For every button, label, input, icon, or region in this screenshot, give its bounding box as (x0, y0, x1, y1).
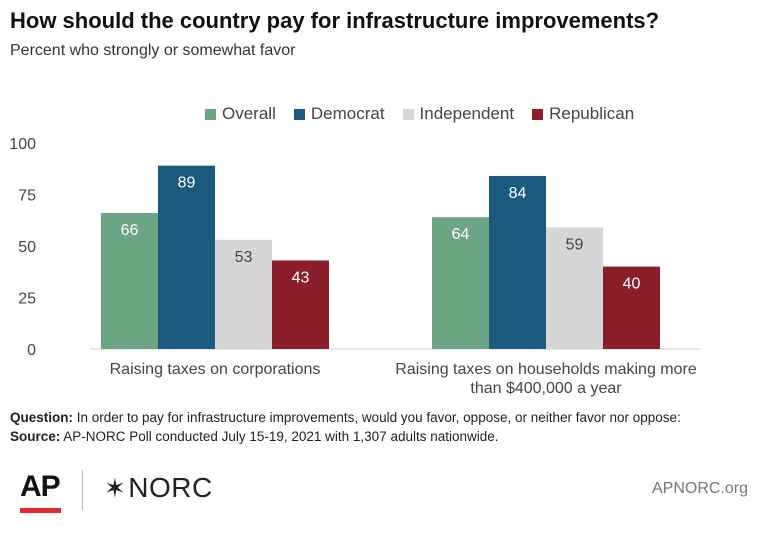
legend-label: Independent (419, 104, 515, 123)
x-category-label: Raising taxes on households making more (395, 361, 697, 378)
legend-swatch (293, 108, 305, 120)
logo-divider (82, 470, 83, 510)
source-note: Source: AP-NORC Poll conducted July 15-1… (10, 427, 681, 446)
y-tick-label: 0 (27, 342, 36, 359)
legend-swatch (402, 108, 414, 120)
data-label: 43 (292, 269, 310, 286)
legend-item-overall: Overall (205, 104, 276, 124)
bar-republican (272, 260, 329, 349)
chart-subtitle: Percent who strongly or somewhat favor (10, 42, 296, 59)
bar-democrat (489, 175, 546, 349)
question-text: In order to pay for infrastructure impro… (73, 410, 681, 425)
bar-independent (215, 239, 272, 349)
legend-label: Democrat (310, 104, 385, 123)
y-tick-label: 25 (18, 291, 36, 308)
data-label: 59 (566, 236, 584, 253)
question-label: Question: (10, 410, 73, 425)
data-label: 89 (178, 175, 196, 192)
source-label: Source: (10, 429, 61, 444)
legend-swatch (532, 108, 544, 120)
norc-logo: ✶NORC (104, 472, 213, 504)
legend-label: Overall (222, 104, 276, 123)
bar-independent (546, 227, 603, 349)
data-label: 53 (235, 249, 253, 266)
bar-republican (603, 266, 660, 349)
norc-star-icon: ✶ (104, 473, 127, 503)
chart-title: How should the country pay for infrastru… (10, 8, 660, 33)
chart-legend: Overall Democrat Independent Republican (205, 104, 634, 124)
data-label: 66 (121, 222, 139, 239)
legend-item-republican: Republican (532, 104, 634, 124)
source-text: AP-NORC Poll conducted July 15-19, 2021 … (60, 429, 499, 444)
y-tick-label: 100 (9, 136, 36, 153)
bar-overall (432, 217, 489, 349)
legend-item-democrat: Democrat (293, 104, 385, 124)
y-tick-label: 50 (18, 239, 36, 256)
legend-label: Republican (549, 104, 635, 123)
site-link[interactable]: APNORC.org (651, 480, 748, 497)
data-label: 84 (509, 185, 527, 202)
norc-logo-text: NORC (128, 472, 213, 503)
chart-notes: Question: In order to pay for infrastruc… (10, 408, 681, 446)
ap-logo-underline (20, 508, 61, 513)
x-category-label: than $400,000 a year (470, 380, 622, 397)
bar-overall (101, 213, 158, 349)
x-category-label: Raising taxes on corporations (110, 361, 321, 378)
ap-logo: AP (20, 470, 61, 503)
bar-democrat (158, 165, 215, 349)
data-label: 40 (623, 276, 641, 293)
bar-chart: 0 25 50 75 100 66 89 53 43 Raising taxes on corpo… (9, 136, 700, 397)
data-label: 64 (452, 226, 470, 243)
y-tick-label: 75 (18, 188, 36, 205)
question-note: Question: In order to pay for infrastruc… (10, 408, 681, 427)
legend-swatch (205, 108, 216, 120)
legend-item-independent: Independent (402, 104, 515, 124)
